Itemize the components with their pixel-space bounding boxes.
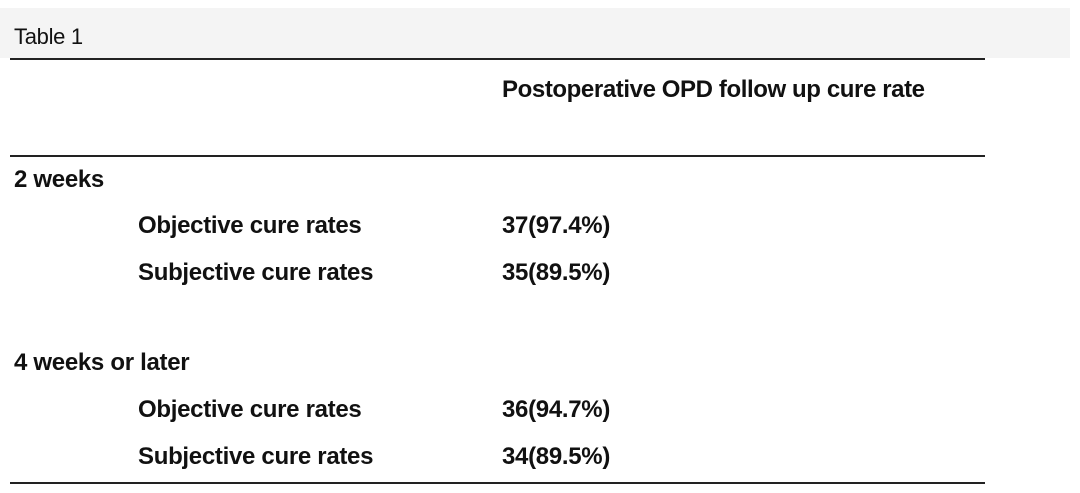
row-label: Objective cure rates (138, 396, 362, 423)
row-value: 34(89.5%) (502, 443, 611, 470)
header-rule (10, 155, 985, 157)
table-caption: Table 1 (14, 24, 83, 49)
caption-band (0, 8, 1070, 58)
row-value: 36(94.7%) (502, 396, 611, 423)
row-label: Objective cure rates (138, 212, 362, 239)
column-header: Postoperative OPD follow up cure rate (502, 76, 925, 103)
row-value: 37(97.4%) (502, 212, 611, 239)
row-label: Subjective cure rates (138, 259, 374, 286)
row-value: 35(89.5%) (502, 259, 611, 286)
bottom-rule (10, 482, 985, 484)
row-label: Subjective cure rates (138, 443, 374, 470)
group-label-4-weeks: 4 weeks or later (14, 349, 190, 376)
group-label-2-weeks: 2 weeks (14, 166, 104, 193)
top-rule (10, 58, 985, 60)
